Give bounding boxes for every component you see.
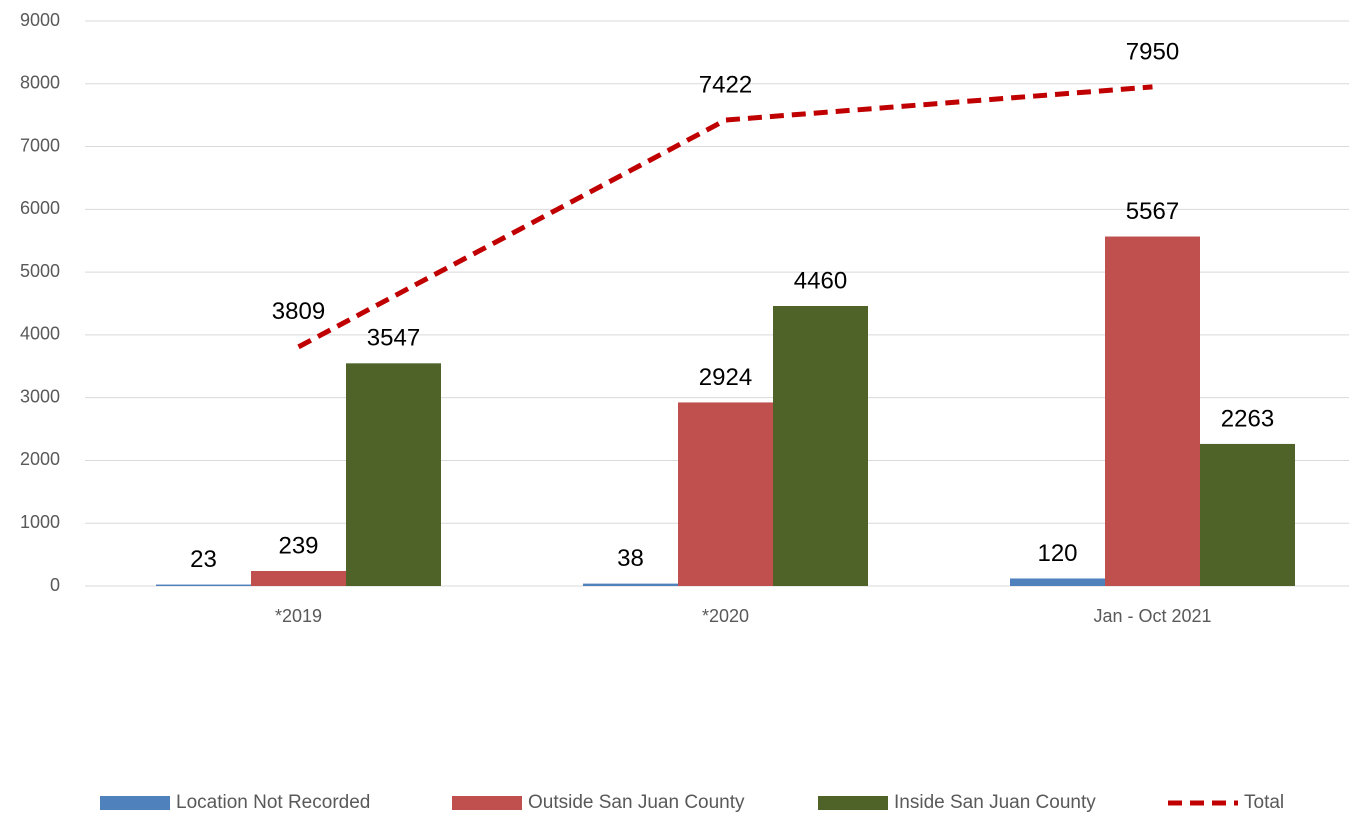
legend-swatch: [818, 796, 888, 810]
y-tick-label: 0: [50, 575, 60, 595]
legend-label: Inside San Juan County: [894, 792, 1096, 813]
data-label: 7422: [699, 71, 752, 98]
x-tick-label: Jan - Oct 2021: [1093, 606, 1211, 626]
bar: [583, 583, 678, 586]
legend-label: Outside San Juan County: [528, 792, 745, 813]
legend-swatch: [100, 796, 170, 810]
data-label: 5567: [1126, 198, 1179, 225]
bar: [1105, 236, 1200, 586]
data-label: 4460: [794, 267, 847, 294]
data-label: 7950: [1126, 38, 1179, 65]
x-tick-label: *2020: [702, 606, 749, 626]
y-tick-label: 4000: [20, 324, 60, 344]
bar: [773, 306, 868, 586]
bar: [1200, 443, 1295, 586]
data-label: 2924: [699, 364, 752, 391]
bar: [1010, 578, 1105, 586]
data-label: 3809: [272, 298, 325, 325]
bar: [678, 402, 773, 586]
y-tick-label: 2000: [20, 449, 60, 469]
y-tick-label: 6000: [20, 198, 60, 218]
data-label: 23: [190, 546, 217, 573]
legend-label: Total: [1244, 792, 1284, 813]
y-tick-label: 5000: [20, 261, 60, 281]
y-tick-label: 3000: [20, 386, 60, 406]
y-tick-label: 8000: [20, 73, 60, 93]
legend-label: Location Not Recorded: [176, 792, 370, 813]
x-tick-label: *2019: [275, 606, 322, 626]
line: [297, 84, 1153, 350]
data-label: 120: [1037, 540, 1077, 567]
legend-swatch: [452, 796, 522, 810]
data-label: 239: [278, 532, 318, 559]
y-tick-label: 1000: [20, 512, 60, 532]
y-tick-label: 7000: [20, 135, 60, 155]
bar: [156, 584, 251, 586]
data-label: 3547: [367, 325, 420, 352]
bar: [346, 363, 441, 586]
data-label: 38: [617, 545, 644, 572]
y-tick-label: 9000: [20, 10, 60, 30]
data-label: 2263: [1221, 405, 1274, 432]
bar: [251, 570, 346, 586]
